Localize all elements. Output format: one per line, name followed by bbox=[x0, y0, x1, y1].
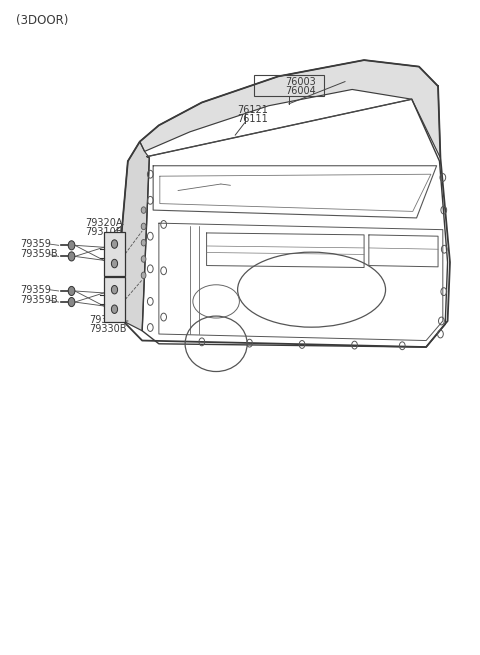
Polygon shape bbox=[140, 60, 441, 158]
Text: (3DOOR): (3DOOR) bbox=[16, 14, 68, 28]
Polygon shape bbox=[116, 141, 149, 331]
Circle shape bbox=[111, 240, 118, 248]
Text: 79340A: 79340A bbox=[90, 314, 127, 325]
Circle shape bbox=[68, 297, 75, 307]
Text: 79320A: 79320A bbox=[85, 218, 122, 228]
Bar bbox=[104, 277, 125, 322]
Circle shape bbox=[111, 259, 118, 268]
Text: 79359B: 79359B bbox=[21, 250, 58, 259]
Circle shape bbox=[111, 305, 118, 314]
Circle shape bbox=[68, 286, 75, 295]
Bar bbox=[254, 75, 324, 96]
Text: 79359B: 79359B bbox=[21, 295, 58, 305]
Text: 79359: 79359 bbox=[21, 239, 51, 249]
Circle shape bbox=[111, 286, 118, 294]
Circle shape bbox=[68, 241, 75, 250]
Text: 76003: 76003 bbox=[285, 77, 316, 86]
Circle shape bbox=[141, 255, 146, 262]
Text: 79359: 79359 bbox=[21, 285, 51, 295]
Circle shape bbox=[68, 252, 75, 261]
Circle shape bbox=[141, 223, 146, 230]
Text: 76121: 76121 bbox=[238, 105, 268, 115]
Text: 79330B: 79330B bbox=[90, 324, 127, 334]
Text: 79310B: 79310B bbox=[85, 227, 122, 237]
Circle shape bbox=[141, 272, 146, 278]
Circle shape bbox=[141, 207, 146, 214]
Text: 76111: 76111 bbox=[238, 114, 268, 124]
Text: 76004: 76004 bbox=[285, 86, 316, 96]
Bar bbox=[104, 232, 125, 276]
Circle shape bbox=[141, 240, 146, 246]
